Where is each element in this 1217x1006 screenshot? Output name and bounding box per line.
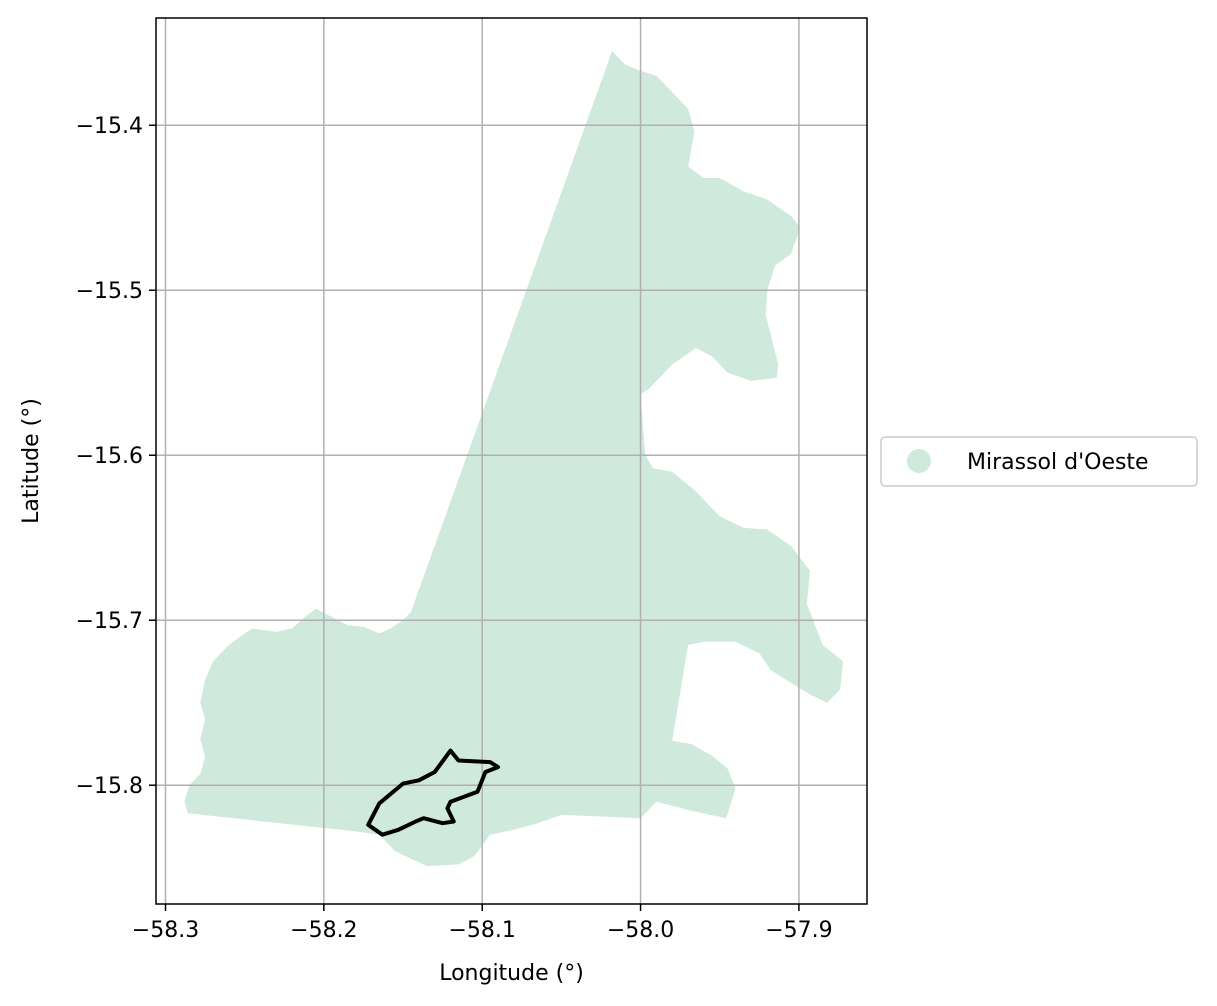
plot-area bbox=[155, 17, 868, 905]
y-tick-label: −15.8 bbox=[76, 774, 143, 799]
legend-box bbox=[880, 436, 1198, 487]
x-tick-label: −58.1 bbox=[448, 918, 515, 943]
legend: Mirassol d'Oeste bbox=[880, 436, 1198, 487]
x-tick-label: −57.9 bbox=[765, 918, 832, 943]
x-axis-label: Longitude (°) bbox=[439, 961, 584, 986]
y-tick-label: −15.4 bbox=[76, 114, 143, 139]
y-tick-label: −15.7 bbox=[76, 609, 143, 634]
y-tick-label: −15.5 bbox=[76, 279, 143, 304]
legend-marker-mirassol-doeste bbox=[907, 449, 931, 473]
y-axis: −15.4 −15.5 −15.6 −15.7 −15.8 bbox=[76, 114, 156, 799]
grid-lines bbox=[156, 18, 867, 904]
y-tick-label: −15.6 bbox=[76, 444, 143, 469]
highlighted-area-outline bbox=[366, 748, 500, 837]
region-mirassol-doeste bbox=[184, 51, 844, 867]
x-axis: −58.3 −58.2 −58.1 −58.0 −57.9 bbox=[132, 904, 833, 943]
axes-frame bbox=[155, 17, 868, 905]
x-tick-label: −58.2 bbox=[290, 918, 357, 943]
x-tick-label: −58.3 bbox=[132, 918, 199, 943]
y-axis-label: Latitude (°) bbox=[19, 398, 44, 524]
legend-label-mirassol-doeste: Mirassol d'Oeste bbox=[967, 450, 1149, 475]
x-tick-label: −58.0 bbox=[607, 918, 674, 943]
